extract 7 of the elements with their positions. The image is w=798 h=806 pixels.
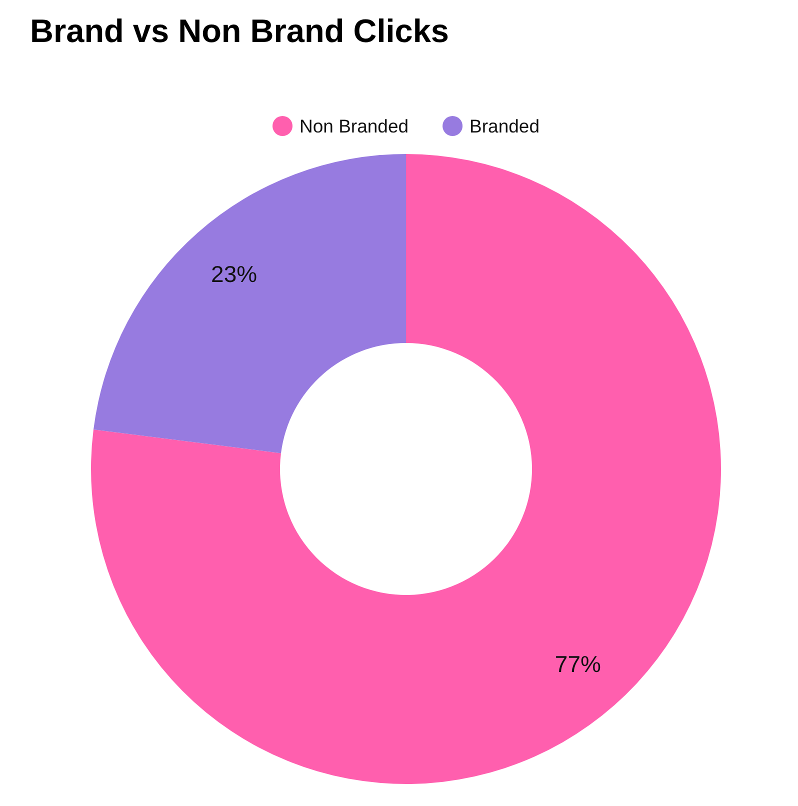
legend-label: Branded [470,116,540,136]
donut-slice [93,154,406,454]
legend-label: Non Branded [300,116,409,136]
chart-title: Brand vs Non Brand Clicks [30,13,449,49]
data-label: 23% [211,260,258,287]
data-label: 77% [554,651,601,678]
donut-slice [91,154,721,784]
